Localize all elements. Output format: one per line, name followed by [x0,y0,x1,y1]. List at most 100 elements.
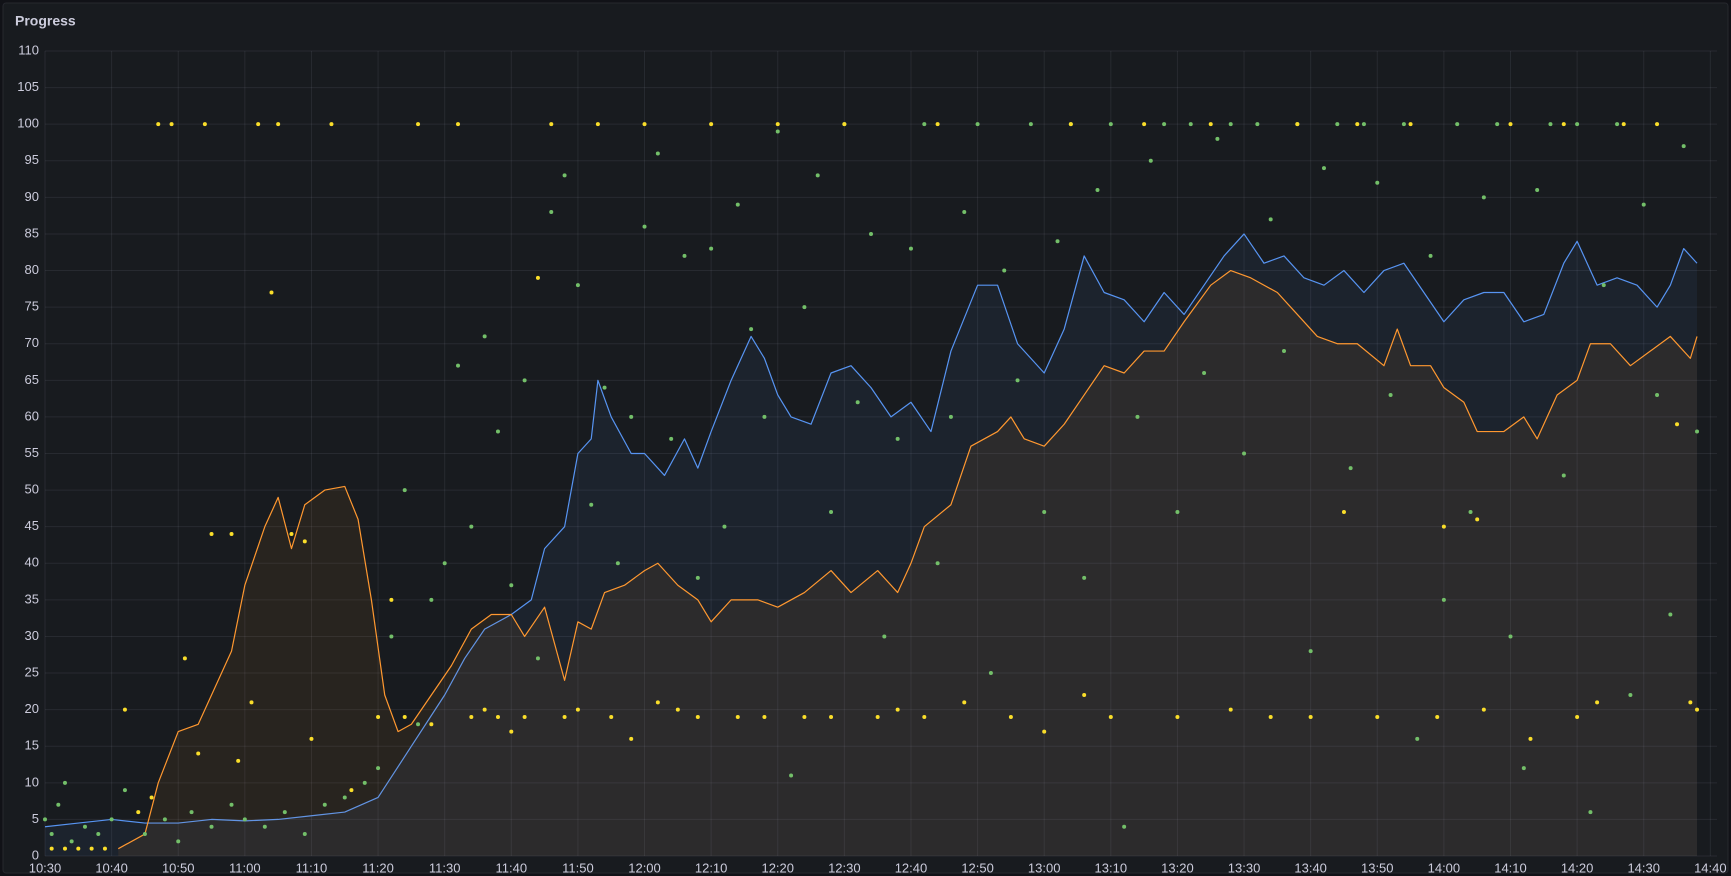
data-point [1355,122,1360,127]
data-point [1668,612,1673,617]
data-point [1575,714,1580,719]
data-point [1621,122,1626,127]
data-point [1561,473,1566,478]
data-point [922,714,927,719]
data-point [1655,392,1660,397]
data-point [988,671,993,676]
data-point [495,714,500,719]
data-point [1268,714,1273,719]
data-point [549,210,554,214]
data-point [149,795,154,800]
data-point [249,700,254,705]
data-point [209,532,214,536]
data-point [1508,122,1513,127]
data-point [1575,122,1580,127]
data-point [1308,714,1313,719]
x-tick-label: 11:10 [296,860,328,875]
panel-title[interactable]: Progress [15,13,76,29]
data-point [562,714,567,719]
y-tick-label: 90 [25,189,39,204]
x-tick-label: 14:20 [1561,860,1594,875]
data-point [236,758,241,763]
data-point [482,707,487,712]
data-point [1675,422,1680,427]
data-point [629,736,634,741]
y-tick-label: 65 [25,372,39,387]
y-tick-label: 20 [25,701,39,716]
data-point [1615,122,1620,127]
data-point [169,122,174,127]
data-point [709,122,714,127]
data-point [1341,510,1346,515]
data-point [655,151,660,156]
series-area [118,270,1698,857]
data-point [962,210,967,214]
y-tick-label: 80 [25,262,39,277]
data-point [1228,122,1233,127]
data-point [802,305,807,310]
data-point [1135,414,1140,419]
data-point [1068,122,1073,127]
data-point [509,583,514,588]
data-point [1441,597,1446,602]
data-point [1255,122,1260,127]
x-tick-label: 12:40 [895,860,928,875]
data-point [1548,122,1553,127]
data-point [1175,714,1180,719]
data-point [908,246,913,251]
x-tick-label: 14:40 [1694,860,1727,875]
data-point [1215,136,1220,141]
data-point [142,832,147,837]
data-point [1122,824,1127,829]
y-tick-label: 85 [25,225,39,240]
data-point [895,436,900,441]
data-point [595,122,600,127]
data-point [675,707,680,712]
x-tick-label: 11:40 [496,860,528,875]
x-tick-label: 14:00 [1428,860,1461,875]
data-point [1162,122,1167,127]
data-point [276,122,281,127]
data-point [1228,707,1233,712]
y-tick-label: 35 [25,591,39,606]
data-point [176,839,181,844]
data-point [96,832,101,837]
data-point [1055,239,1060,244]
data-point [1495,122,1500,127]
data-point [1282,349,1287,354]
data-point [1295,122,1300,127]
data-point [855,400,860,405]
data-point [1108,122,1113,127]
data-point [1148,158,1153,163]
x-tick-label: 11:30 [429,860,461,875]
data-point [669,436,674,441]
data-point [1268,217,1273,222]
data-point [122,788,127,793]
y-tick-label: 5 [32,811,39,826]
y-tick-label: 105 [17,79,39,94]
data-point [549,122,554,127]
data-point [1042,510,1047,515]
data-point [482,334,487,339]
series-line [117,269,1698,850]
x-tick-label: 13:20 [1161,860,1194,875]
data-point [1321,166,1326,171]
data-point [229,802,234,807]
data-point [162,817,167,822]
data-point [102,846,107,851]
data-point [642,224,647,229]
data-point [82,824,87,829]
data-point [456,363,461,368]
data-point [1028,122,1033,127]
data-point [416,722,421,727]
data-point [762,714,767,719]
data-point [1242,451,1247,456]
y-tick-label: 0 [32,847,39,862]
data-point [1335,122,1340,127]
data-point [895,707,900,712]
data-point [1042,729,1047,734]
data-point [1348,466,1353,471]
data-point [49,832,54,837]
data-point [1308,649,1313,654]
